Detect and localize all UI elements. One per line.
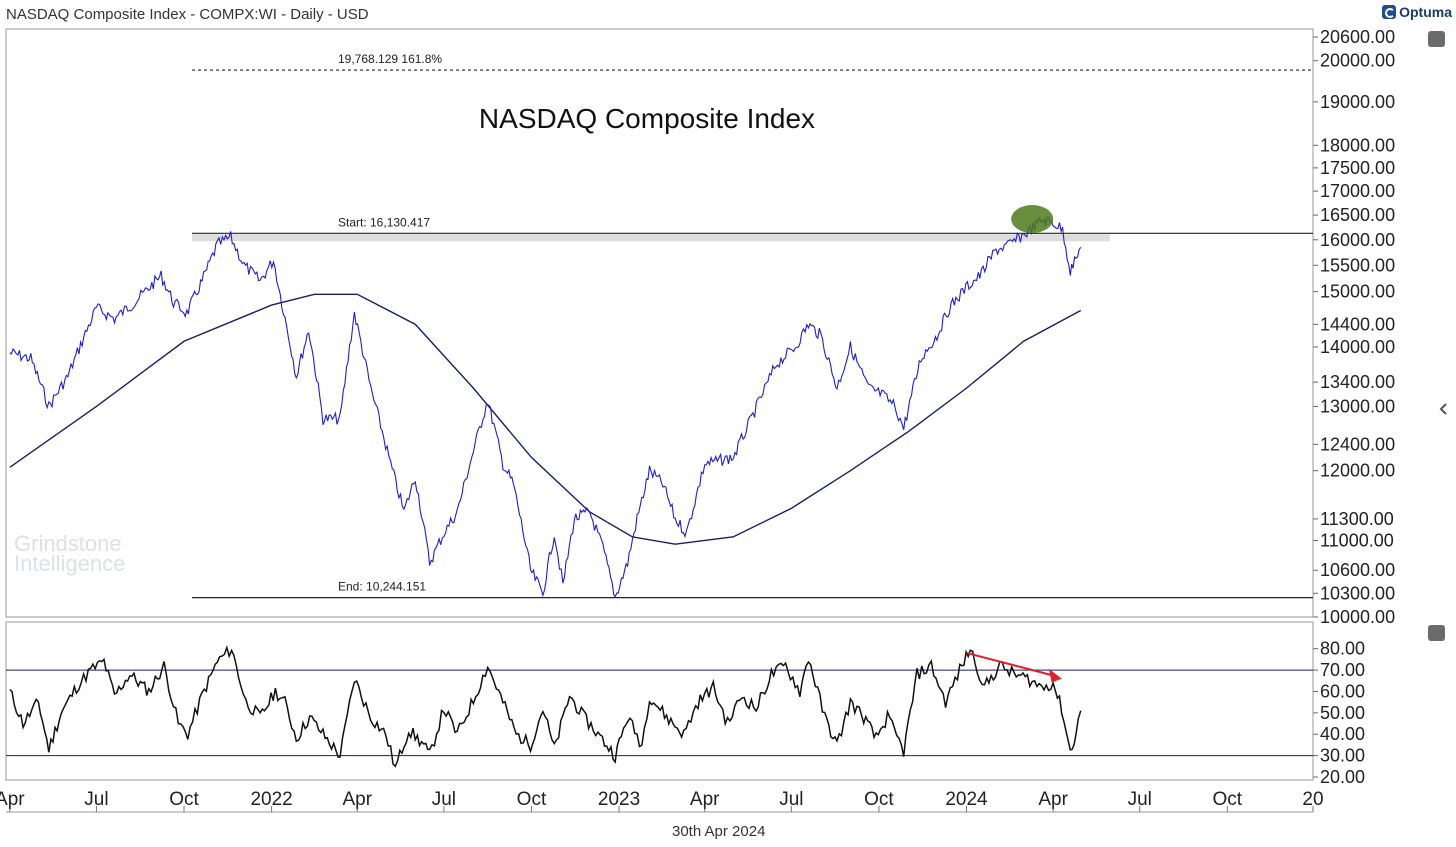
brand-label: Optuma xyxy=(1399,4,1452,20)
highlight-ellipse xyxy=(1011,205,1054,234)
price-y-tick-label: 14000.00 xyxy=(1320,337,1395,357)
price-y-tick-label: 20000.00 xyxy=(1320,51,1395,71)
watermark-line1: Grindstone xyxy=(14,531,122,556)
divergence-arrow xyxy=(966,652,1054,677)
price-y-tick-label: 13000.00 xyxy=(1320,396,1395,416)
x-tick-label: Jul xyxy=(1128,789,1152,810)
lock-icon-rsi xyxy=(1428,625,1445,641)
price-y-tick-label: 17500.00 xyxy=(1320,158,1395,178)
rsi-y-tick-label: 20.00 xyxy=(1320,767,1365,787)
rsi-y-tick-label: 60.00 xyxy=(1320,681,1365,701)
x-tick-label: Oct xyxy=(864,789,894,810)
price-y-tick-label: 11300.00 xyxy=(1320,509,1394,529)
price-y-tick-label: 10300.00 xyxy=(1320,583,1395,603)
rsi-line xyxy=(9,644,1082,768)
price-y-tick-label: 15500.00 xyxy=(1320,255,1395,275)
x-tick-label: Apr xyxy=(1038,789,1068,810)
x-tick-label: Jul xyxy=(432,789,456,810)
x-tick-label: Oct xyxy=(517,789,547,810)
x-tick-label: Apr xyxy=(690,789,720,810)
rsi-y-tick-label: 30.00 xyxy=(1320,746,1365,766)
moving-average-line xyxy=(9,293,1082,545)
price-panel-frame xyxy=(5,28,1314,618)
x-tick-label: Apr xyxy=(342,789,372,810)
x-tick-label: 20 xyxy=(1302,789,1323,810)
rsi-y-tick-label: 70.00 xyxy=(1320,660,1365,680)
price-y-tick-label: 10000.00 xyxy=(1320,607,1395,627)
price-y-tick-label: 20600.00 xyxy=(1320,27,1395,47)
x-tick-label: Jul xyxy=(779,789,803,810)
x-tick-label: Oct xyxy=(1213,789,1243,810)
price-y-tick-label: 19000.00 xyxy=(1320,92,1395,112)
chart-title: NASDAQ Composite Index xyxy=(479,103,815,134)
watermark-line2: Intelligence xyxy=(14,551,126,576)
fib-level-label: 19,768.129 161.8% xyxy=(338,52,442,66)
price-y-tick-label: 16000.00 xyxy=(1320,230,1395,250)
lock-icon xyxy=(1428,31,1445,47)
rsi-y-tick-label: 80.00 xyxy=(1320,639,1365,659)
price-y-tick-label: 14400.00 xyxy=(1320,314,1395,334)
date-label: 30th Apr 2024 xyxy=(672,823,766,840)
x-tick-label: 2022 xyxy=(250,789,292,810)
brand: Optuma xyxy=(1382,4,1452,20)
fib-level-label: End: 10,244.151 xyxy=(338,580,426,594)
x-tick-label: 2023 xyxy=(598,789,640,810)
price-y-tick-label: 16500.00 xyxy=(1320,205,1395,225)
rsi-y-tick-label: 40.00 xyxy=(1320,724,1365,744)
x-tick-label: Jul xyxy=(84,789,108,810)
price-line xyxy=(9,216,1082,598)
price-y-tick-label: 12400.00 xyxy=(1320,434,1395,454)
price-y-tick-label: 12000.00 xyxy=(1320,461,1395,481)
chart-header-title: NASDAQ Composite Index - COMPX:WI - Dail… xyxy=(6,6,369,23)
divergence-arrowhead xyxy=(1048,668,1062,683)
price-y-tick-label: 18000.00 xyxy=(1320,135,1395,155)
x-tick-label: 2024 xyxy=(945,789,988,810)
watermark: Grindstone Intelligence xyxy=(14,531,126,576)
fib-level-label: Start: 16,130.417 xyxy=(338,215,430,229)
rsi-y-tick-label: 50.00 xyxy=(1320,703,1365,723)
price-y-tick-label: 17000.00 xyxy=(1320,181,1395,201)
price-y-tick-label: 15000.00 xyxy=(1320,282,1395,302)
rsi-panel-frame xyxy=(5,621,1314,781)
x-tick-label: Apr xyxy=(0,789,25,810)
price-y-tick-label: 10600.00 xyxy=(1320,560,1395,580)
collapse-chevron-icon xyxy=(1439,403,1447,415)
x-tick-label: Oct xyxy=(169,789,199,810)
price-y-tick-label: 11000.00 xyxy=(1320,531,1394,551)
optuma-logo-icon xyxy=(1382,5,1397,19)
price-y-tick-label: 13400.00 xyxy=(1320,372,1395,392)
resistance-shading xyxy=(192,234,1110,242)
